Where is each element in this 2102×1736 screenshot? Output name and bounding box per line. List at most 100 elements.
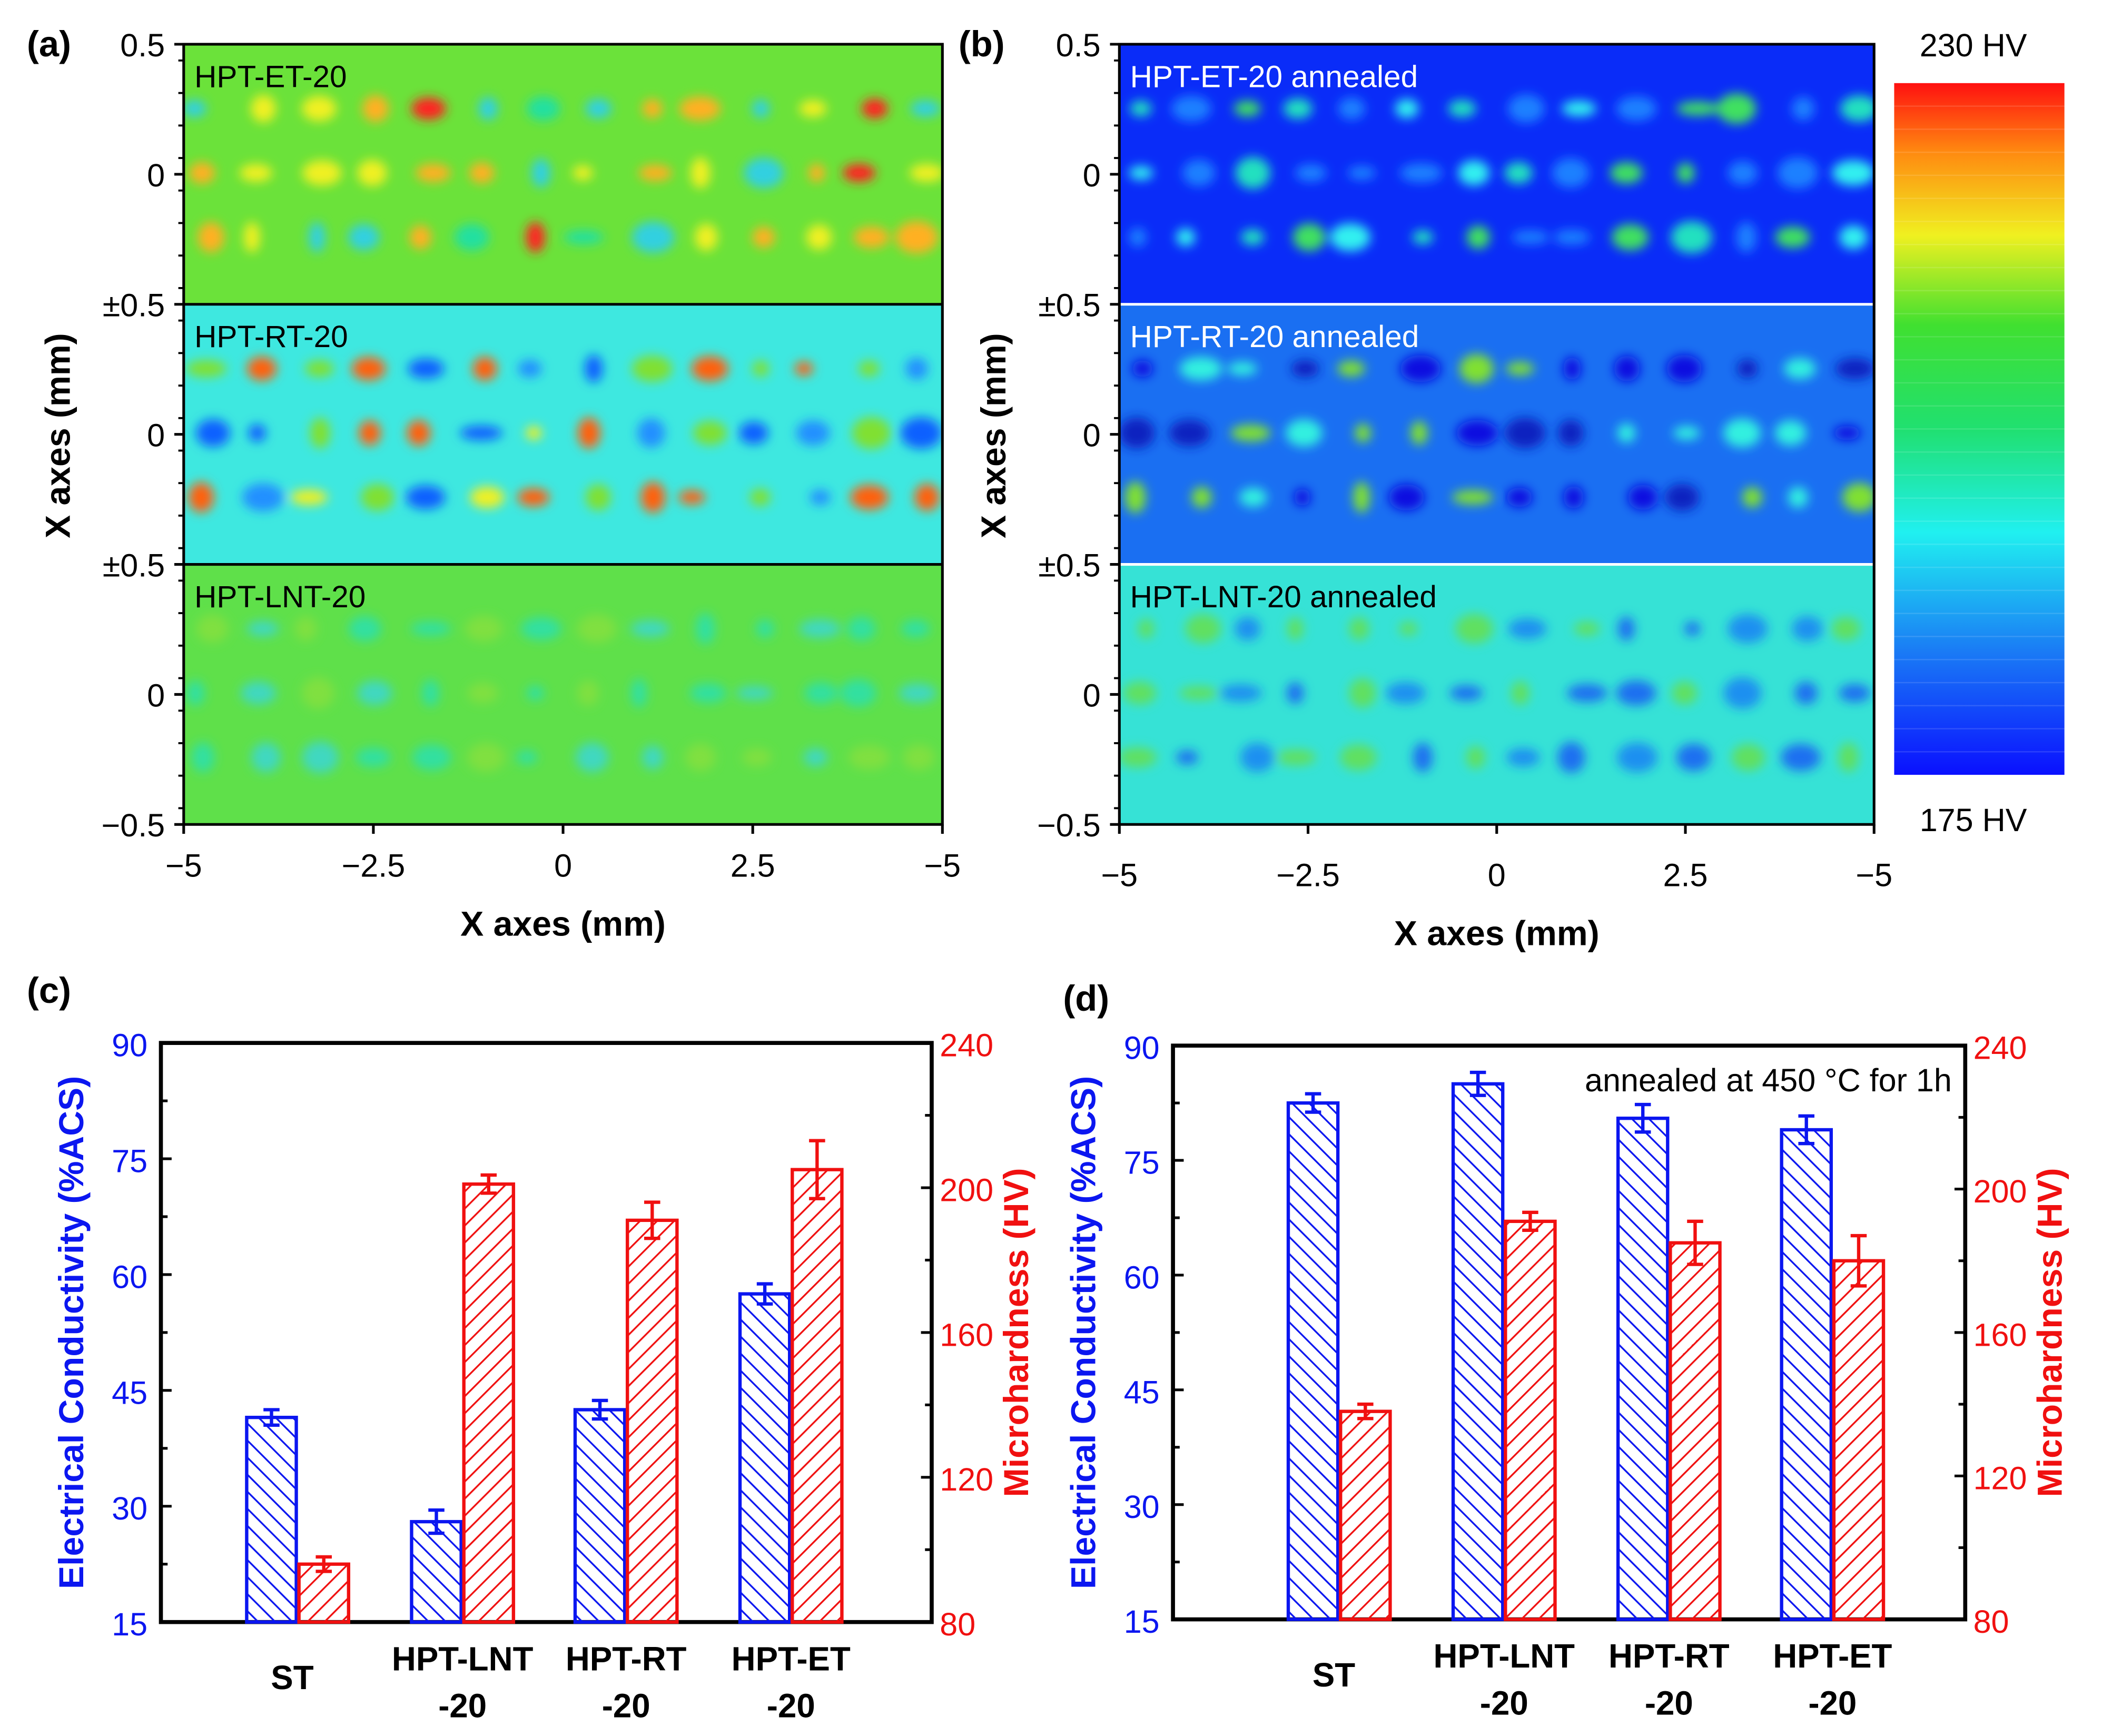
panel-label-b: (b) xyxy=(959,24,1005,64)
heatmap-spot xyxy=(1227,361,1258,376)
y-tick-label-left: 45 xyxy=(1124,1374,1160,1410)
category-label: HPT-RT xyxy=(1608,1638,1730,1675)
heatmap-spot xyxy=(188,482,214,512)
heatmap-spot xyxy=(1466,225,1491,249)
heatmap-spot xyxy=(806,224,832,250)
heatmap-spot xyxy=(357,680,392,706)
heatmap-spot xyxy=(467,683,499,704)
heatmap-spot xyxy=(1835,358,1874,379)
heatmap-spot xyxy=(692,356,728,381)
heatmap-spot xyxy=(804,682,838,704)
heatmap-spot xyxy=(752,226,775,248)
heatmap-spot xyxy=(564,230,604,244)
heatmap-spot xyxy=(1671,221,1712,254)
heatmap-spot xyxy=(858,360,880,377)
y-tick-label-left: 45 xyxy=(112,1375,147,1410)
heatmap-spot xyxy=(294,616,317,641)
heatmap-spot xyxy=(189,162,215,184)
heatmap-spot xyxy=(1287,617,1304,640)
heatmap-spot xyxy=(799,619,841,638)
heatmap-spot xyxy=(1665,484,1700,511)
heatmap-spot xyxy=(240,682,277,705)
heatmap-spot xyxy=(1672,681,1698,705)
heatmap-spot xyxy=(1410,421,1428,445)
heatmap-spot xyxy=(1295,164,1327,182)
heatmap-spot xyxy=(630,620,670,637)
heatmap-spot xyxy=(469,162,495,184)
error-bar-conductivity xyxy=(1634,1102,1651,1134)
heatmap-spot xyxy=(246,621,279,637)
heatmap-spot xyxy=(1294,488,1311,506)
heatmap-spot xyxy=(1567,684,1607,702)
bar-conductivity xyxy=(1616,1117,1670,1621)
heatmap-spot xyxy=(1291,360,1319,378)
heatmap-spot xyxy=(905,358,929,380)
heatmap-spot xyxy=(1614,356,1640,382)
x-tick-label: 0 xyxy=(1488,857,1506,893)
strip-label: HPT-LNT-20 annealed xyxy=(1130,580,1437,614)
heatmap-spot xyxy=(756,619,774,638)
heatmap-spot xyxy=(1562,101,1596,117)
heatmap-spot xyxy=(1563,357,1581,380)
heatmap-spot xyxy=(1176,228,1196,246)
heatmap-spot xyxy=(302,677,334,709)
heatmap-spot xyxy=(752,99,770,118)
heatmap-spot xyxy=(527,96,560,121)
heatmap-spot xyxy=(1337,360,1365,377)
heatmap-spot xyxy=(531,159,551,188)
heatmap-spot xyxy=(585,98,611,119)
strip-label: HPT-ET-20 annealed xyxy=(1130,60,1418,94)
category-label: HPT-RT xyxy=(566,1640,687,1678)
category-label: HPT-ET xyxy=(732,1640,851,1678)
heatmap-spot xyxy=(411,97,446,120)
heatmap-spot xyxy=(1330,223,1371,251)
x-tick-label: 2.5 xyxy=(1663,857,1708,893)
heatmap-spot xyxy=(1452,490,1494,505)
bar-microhardness xyxy=(1504,1219,1557,1621)
colorbar-max-label: 230 HV xyxy=(1920,27,2027,63)
heatmap-spot xyxy=(847,616,876,641)
x-tick-label: −5 xyxy=(1856,857,1892,893)
heatmap-spot xyxy=(348,616,381,642)
heatmap-spot xyxy=(351,357,386,380)
heatmap-spot xyxy=(1233,101,1261,117)
heatmap-spot xyxy=(191,742,215,773)
panel-label-a: (a) xyxy=(27,24,71,64)
heatmap-spot xyxy=(794,362,813,376)
annotation: annealed at 450 °C for 1h xyxy=(1585,1062,1952,1098)
heatmap-spot xyxy=(850,485,889,510)
heatmap-spot xyxy=(642,99,663,119)
heatmap-spot xyxy=(362,95,389,122)
heatmap-spot xyxy=(1552,158,1590,188)
heatmap-spot xyxy=(408,358,445,379)
y-tick-label-left: 60 xyxy=(1124,1259,1160,1295)
heatmap-panel-a: HPT-ET-20 HPT-RT-20 HPT-LNT-20 0.5 0 ±0.5 0 ±0.… xyxy=(38,27,961,944)
heatmap-spot xyxy=(1400,163,1443,183)
error-bar-microhardness xyxy=(644,1200,660,1240)
heatmap-spot xyxy=(1794,682,1818,705)
heatmap-spot xyxy=(1731,744,1765,771)
heatmap-spot xyxy=(1219,684,1262,702)
heatmap-spot xyxy=(1230,425,1271,442)
y-tick-label-right: 120 xyxy=(940,1462,993,1497)
heatmap-spot xyxy=(689,683,727,703)
y-tick-label-left: 60 xyxy=(112,1259,147,1295)
heatmap-spot xyxy=(1506,748,1540,767)
heatmap-spot xyxy=(693,421,727,446)
heatmap-spot xyxy=(862,98,888,119)
heatmap-spot xyxy=(1717,93,1756,124)
y-axis-title-right: Microhardness (HV) xyxy=(997,1168,1036,1497)
heatmap-spot xyxy=(1182,160,1216,186)
heatmap-spot xyxy=(742,748,772,767)
heatmap-spot xyxy=(186,360,227,378)
heatmap-spot xyxy=(744,157,784,189)
category-label: -20 xyxy=(1645,1684,1693,1722)
heatmap-spot xyxy=(1283,98,1312,119)
heatmap-spot xyxy=(1400,355,1441,382)
heatmap-spot xyxy=(251,95,276,123)
y-tick-label-right: 240 xyxy=(940,1028,993,1063)
bar-conductivity xyxy=(410,1520,463,1624)
heatmap-spot xyxy=(1179,686,1218,700)
heatmap-spot xyxy=(796,420,830,446)
heatmap-spot xyxy=(310,417,330,449)
